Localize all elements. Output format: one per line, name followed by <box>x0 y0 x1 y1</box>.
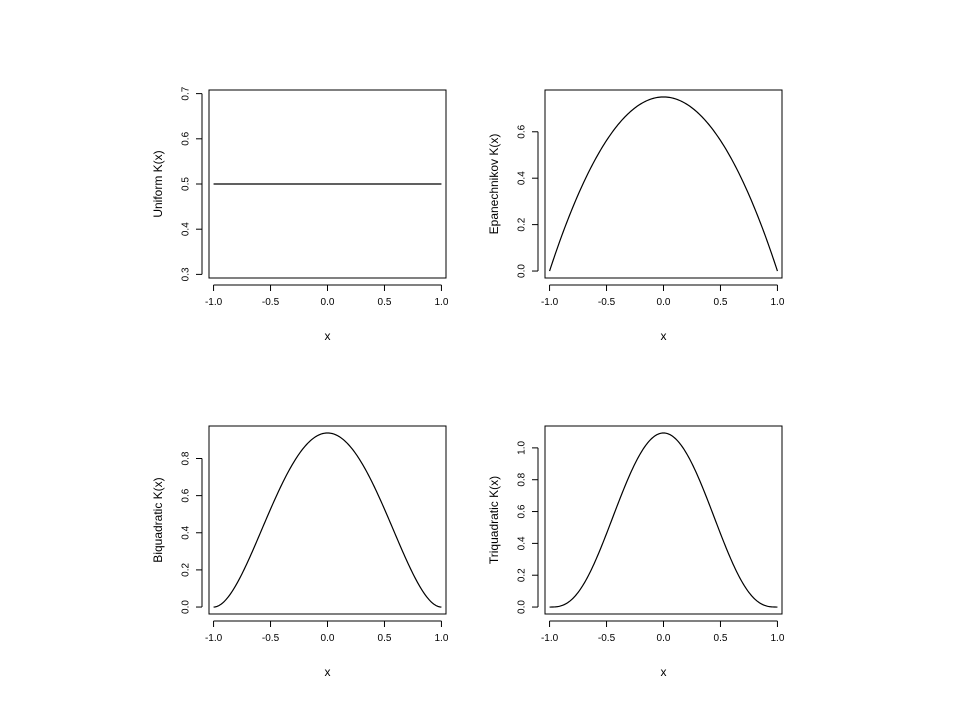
x-tick-label: 0.5 <box>378 633 392 644</box>
y-tick-label: 0.4 <box>517 536 528 550</box>
y-tick-label: 0.2 <box>517 217 528 231</box>
y-axis-title: Epanechnikov K(x) <box>487 134 501 235</box>
x-tick-label: 0.0 <box>321 633 335 644</box>
x-axis: -1.0 -0.5 0.0 0.5 1.0 <box>205 284 449 308</box>
y-tick-label: 0.0 <box>517 600 528 614</box>
series-line <box>213 432 442 608</box>
y-tick-label: 0.6 <box>181 488 192 502</box>
y-axis-title: Uniform K(x) <box>151 150 165 217</box>
x-tick-label: 1.0 <box>770 633 784 644</box>
y-tick-label: 0.3 <box>181 267 192 281</box>
x-tick-label: 1.0 <box>770 297 784 308</box>
series-line <box>548 96 779 272</box>
x-axis-title: x <box>325 665 331 679</box>
y-axis: 0.0 0.2 0.4 0.6 0.8 <box>181 451 203 614</box>
y-tick-label: 0.4 <box>181 222 192 236</box>
x-tick-label: -0.5 <box>262 297 280 308</box>
chart-panel-biquadratic: -1.0 -0.5 0.0 0.5 1.0 x 0.0 0.2 0.4 0.6 0.8 Biquadr… <box>151 425 449 679</box>
x-tick-label: 0.5 <box>714 297 728 308</box>
y-tick-label: 0.7 <box>181 86 192 100</box>
y-tick-label: 1.0 <box>517 440 528 454</box>
x-tick-label: 0.5 <box>714 633 728 644</box>
x-tick-label: 0.0 <box>657 633 671 644</box>
plot-frame <box>208 425 447 615</box>
x-tick-label: -1.0 <box>541 297 559 308</box>
y-tick-label: 0.0 <box>517 264 528 278</box>
x-tick-label: -1.0 <box>205 633 223 644</box>
y-axis: 0.0 0.2 0.4 0.6 <box>517 124 539 278</box>
y-axis: 0.3 0.4 0.5 0.6 0.7 <box>181 86 203 281</box>
x-tick-label: 0.0 <box>321 297 335 308</box>
x-tick-label: 0.5 <box>378 297 392 308</box>
x-tick-label: -1.0 <box>541 633 559 644</box>
y-axis-title: Triquadratic K(x) <box>487 476 501 564</box>
y-tick-label: 0.8 <box>181 451 192 465</box>
y-tick-label: 0.0 <box>181 600 192 614</box>
y-tick-label: 0.2 <box>517 568 528 582</box>
chart-panel-epanechnikov: -1.0 -0.5 0.0 0.5 1.0 x 0.0 0.2 0.4 0.6 Epanechnik… <box>487 89 785 343</box>
y-tick-label: 0.6 <box>517 124 528 138</box>
y-axis: 0.0 0.2 0.4 0.6 0.8 1.0 <box>517 440 539 614</box>
y-tick-label: 0.6 <box>181 131 192 145</box>
y-tick-label: 0.6 <box>517 504 528 518</box>
y-tick-label: 0.8 <box>517 472 528 486</box>
chart-panel-uniform: -1.0 -0.5 0.0 0.5 1.0 x 0.3 0.4 0.5 0.6 0.7 Uniform… <box>151 86 449 343</box>
x-axis-title: x <box>325 329 331 343</box>
x-tick-label: -0.5 <box>262 633 280 644</box>
x-tick-label: 1.0 <box>434 297 448 308</box>
x-axis: -1.0 -0.5 0.0 0.5 1.0 <box>205 620 449 644</box>
x-axis-title: x <box>661 329 667 343</box>
x-axis-title: x <box>661 665 667 679</box>
y-tick-label: 0.5 <box>181 177 192 191</box>
x-tick-label: -1.0 <box>205 297 223 308</box>
x-tick-label: 0.0 <box>657 297 671 308</box>
y-tick-label: 0.4 <box>517 171 528 185</box>
x-axis: -1.0 -0.5 0.0 0.5 1.0 <box>541 284 785 308</box>
plot-frame <box>544 425 783 615</box>
series-line <box>549 432 778 608</box>
plot-frame <box>544 89 783 279</box>
y-tick-label: 0.2 <box>181 563 192 577</box>
y-axis-title: Biquadratic K(x) <box>151 477 165 562</box>
x-tick-label: -0.5 <box>598 633 616 644</box>
x-axis: -1.0 -0.5 0.0 0.5 1.0 <box>541 620 785 644</box>
x-tick-label: -0.5 <box>598 297 616 308</box>
plot-frame <box>208 89 447 279</box>
x-tick-label: 1.0 <box>434 633 448 644</box>
y-tick-label: 0.4 <box>181 525 192 539</box>
chart-panel-triquadratic: -1.0 -0.5 0.0 0.5 1.0 x 0.0 0.2 0.4 0.6 0.8 1.0 Triq… <box>487 425 785 679</box>
